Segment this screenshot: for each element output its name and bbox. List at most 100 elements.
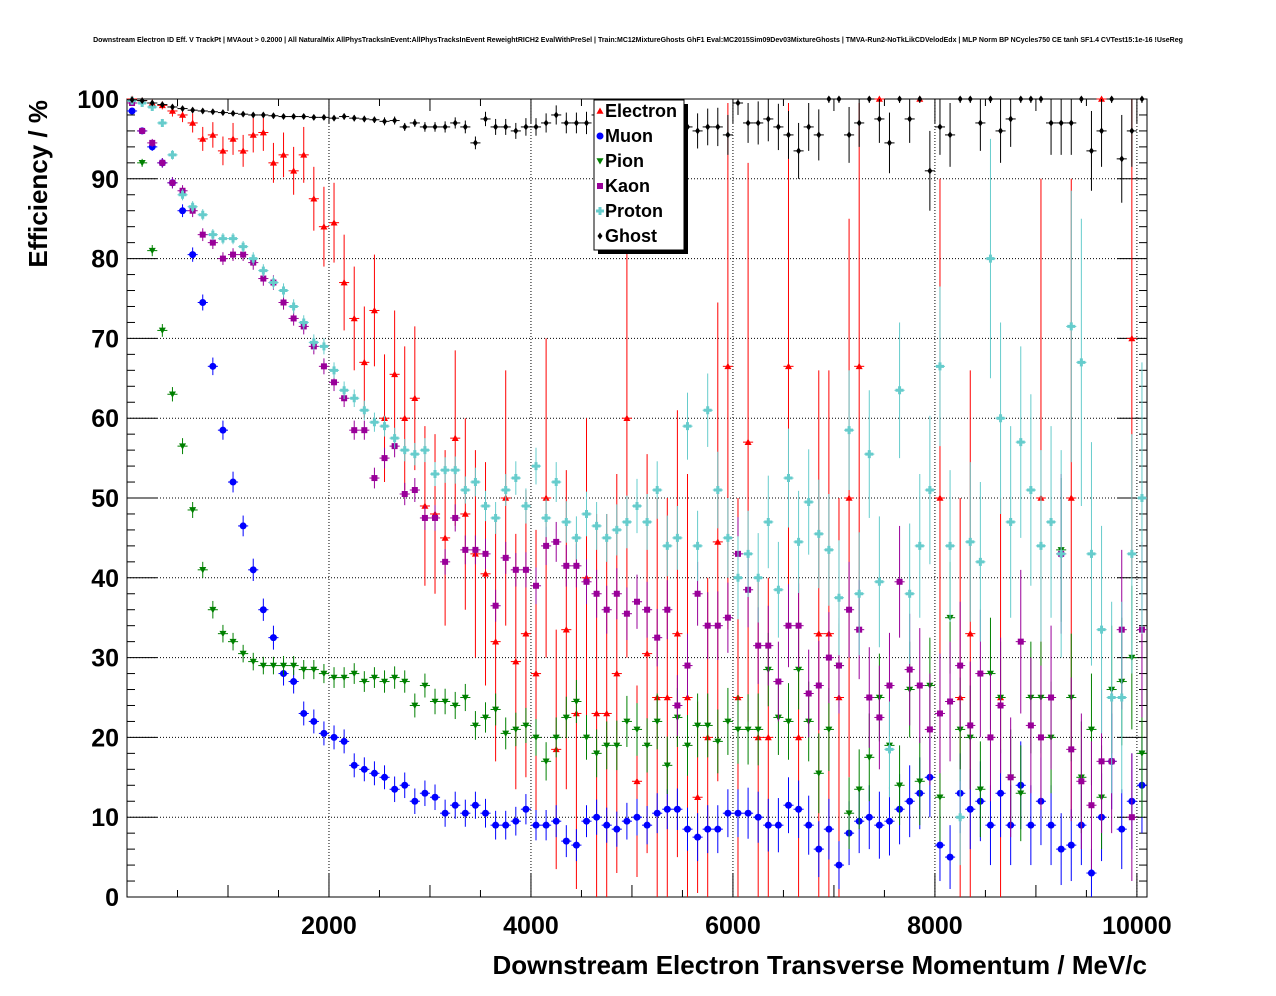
proton-point [420, 446, 429, 455]
muon-point [572, 841, 580, 849]
ghost-point [563, 119, 569, 127]
electron-point [209, 131, 217, 138]
pion-point [431, 698, 439, 705]
legend-marker-pion [596, 158, 604, 165]
ghost-point [1068, 119, 1074, 127]
proton-point [703, 406, 712, 415]
kaon-point [492, 602, 499, 609]
proton-point [491, 513, 500, 522]
muon-point [623, 817, 631, 825]
muon-point [946, 853, 954, 861]
series-proton [127, 96, 1147, 866]
pion-point [855, 786, 863, 793]
proton-point [865, 450, 874, 459]
electron-point [764, 733, 772, 741]
proton-point [239, 242, 248, 251]
pion-point [623, 718, 631, 725]
electron-point [542, 494, 550, 501]
kaon-point [502, 554, 509, 561]
proton-point [158, 118, 167, 127]
proton-point [683, 422, 692, 431]
legend: Electron Muon Pion Kaon Proton Ghost [593, 99, 688, 254]
muon-point [986, 821, 994, 829]
proton-point [471, 478, 480, 487]
electron-point [229, 135, 237, 142]
proton-point [653, 486, 662, 495]
ghost-point [866, 95, 872, 103]
muon-point [522, 805, 530, 813]
ghost-point [331, 114, 337, 122]
muon-point [471, 801, 479, 809]
electron-point [845, 494, 853, 501]
ghost-point [937, 123, 943, 131]
electron-point [421, 502, 429, 509]
kaon-point [795, 622, 802, 629]
ghost-point [1008, 115, 1014, 123]
kaon-point [139, 127, 146, 134]
pion-point [421, 682, 429, 690]
pion-point [219, 630, 227, 638]
kaon-point [714, 622, 721, 629]
ghost-point [998, 127, 1004, 135]
kaon-point [947, 698, 954, 705]
muon-point [1047, 821, 1055, 829]
kaon-point [967, 722, 974, 729]
kaon-point [1027, 722, 1034, 729]
proton-point [643, 517, 652, 526]
electron-point [1067, 494, 1075, 501]
y-tick-label: 80 [91, 246, 119, 274]
x-tick-label: 10000 [1102, 912, 1172, 940]
kaon-point [320, 363, 327, 370]
pion-point [340, 674, 348, 682]
electron-point [199, 135, 207, 142]
ghost-point [472, 139, 478, 147]
electron-point [694, 793, 702, 801]
electron-point [441, 534, 449, 541]
electron-point [239, 147, 247, 154]
ghost-point [977, 119, 983, 127]
proton-point [774, 585, 783, 594]
ghost-point [1018, 95, 1024, 103]
muon-point [613, 825, 621, 833]
pion-point [754, 726, 762, 733]
proton-point [622, 517, 631, 526]
electron-point [189, 119, 197, 126]
pion-point [825, 726, 833, 733]
kaon-point [916, 682, 923, 689]
y-tick-label: 90 [91, 166, 119, 194]
pion-point [896, 782, 904, 789]
kaon-point [543, 542, 550, 549]
electron-point [259, 129, 267, 136]
y-tick-label: 100 [77, 86, 119, 114]
muon-point [290, 678, 298, 686]
pion-point [724, 718, 732, 725]
y-tick-label: 40 [91, 565, 119, 593]
ghost-point [200, 107, 206, 115]
electron-point [613, 670, 621, 677]
proton-point [330, 366, 339, 375]
ghost-point [1038, 95, 1044, 103]
pion-point [168, 391, 176, 398]
pion-point [532, 734, 540, 741]
pion-point [138, 160, 146, 167]
electron-point [795, 733, 803, 741]
proton-point [612, 525, 621, 534]
kaon-point [977, 670, 984, 677]
pion-point [744, 726, 752, 733]
pion-point [562, 714, 570, 721]
pion-point [734, 726, 742, 733]
pion-point [239, 650, 247, 658]
pion-point [603, 742, 611, 749]
kaon-point [331, 379, 338, 386]
pion-point [502, 730, 510, 737]
pion-point [249, 658, 257, 666]
pion-point [259, 662, 267, 670]
kaon-point [401, 491, 408, 498]
proton-point [1057, 549, 1066, 558]
proton-point [1137, 494, 1146, 502]
proton-point [481, 501, 490, 510]
muon-point [825, 825, 833, 833]
pion-point [320, 670, 328, 678]
ghost-point [1109, 95, 1115, 103]
kaon-point [694, 590, 701, 597]
